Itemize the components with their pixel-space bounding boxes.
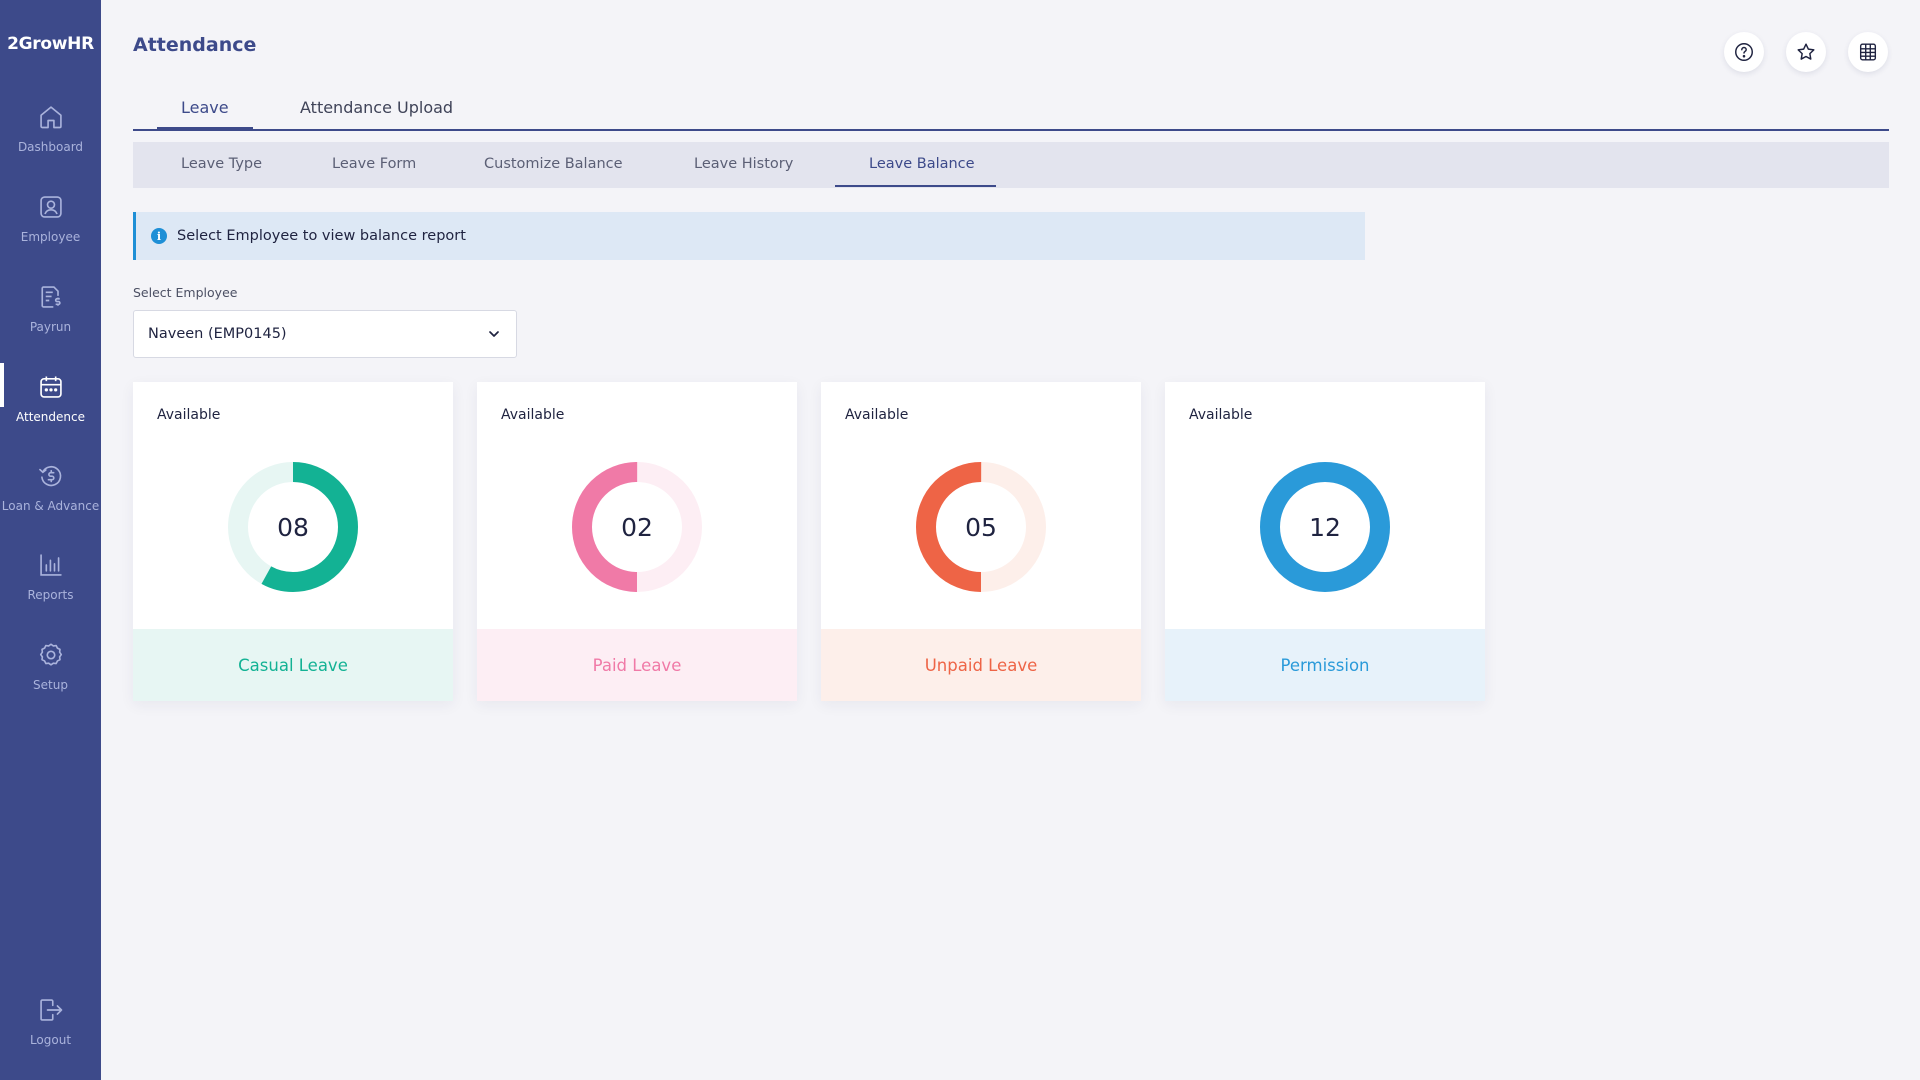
company-button[interactable] xyxy=(1848,32,1888,72)
select-employee-label: Select Employee xyxy=(133,285,238,300)
sidebar-item-label: Setup xyxy=(33,678,68,692)
sidebar-item-setup[interactable]: Setup xyxy=(0,641,101,725)
leave-card-unpaid: Available 05 Unpaid Leave xyxy=(821,382,1141,701)
sidebar-item-label: Attendence xyxy=(16,410,85,424)
employee-select-value: Naveen (EMP0145) xyxy=(148,326,287,342)
info-banner: i Select Employee to view balance report xyxy=(133,212,1365,260)
leave-type-name: Unpaid Leave xyxy=(821,629,1141,701)
chevron-down-icon xyxy=(489,331,499,337)
sidebar-item-attendence[interactable]: Attendence xyxy=(0,363,101,457)
loan-icon xyxy=(38,465,61,487)
sub-tabs: Leave Type Leave Form Customize Balance … xyxy=(133,142,1889,188)
subtab-customize-balance[interactable]: Customize Balance xyxy=(484,156,623,172)
sidebar-item-logout[interactable]: Logout xyxy=(0,996,101,1080)
donut-arc xyxy=(1260,462,1390,592)
subtab-leave-type[interactable]: Leave Type xyxy=(181,156,263,172)
main-tabs: Leave Attendance Upload xyxy=(133,88,1889,131)
help-button[interactable] xyxy=(1724,32,1764,72)
donut-chart xyxy=(572,462,702,592)
leave-card-permission: Available 12 Permission xyxy=(1165,382,1485,701)
card-heading: Available xyxy=(501,407,565,423)
employee-select[interactable]: Naveen (EMP0145) xyxy=(133,310,517,358)
employee-icon xyxy=(39,196,62,218)
sidebar-item-label: Payrun xyxy=(29,320,72,334)
donut-arc xyxy=(228,462,358,592)
star-icon xyxy=(1797,43,1815,60)
leave-count: 08 xyxy=(277,512,309,542)
sidebar-item-dashboard[interactable]: Dashboard xyxy=(0,103,101,187)
sidebar-item-label: Reports xyxy=(27,588,74,602)
donut-chart xyxy=(916,462,1046,592)
logout-icon xyxy=(39,999,62,1021)
leave-card-casual: Available 08 Casual Leave xyxy=(133,382,453,701)
leave-count: 02 xyxy=(621,512,653,542)
donut-arc xyxy=(916,462,1046,592)
sidebar-item-loan-advance[interactable]: Loan & Advance xyxy=(0,462,101,546)
favorite-button[interactable] xyxy=(1786,32,1826,72)
active-tab-indicator xyxy=(157,127,253,130)
calendar-icon xyxy=(39,376,62,398)
payrun-icon xyxy=(40,286,61,308)
sidebar: 2GrowHR Dashboard Employee Payrun Attend… xyxy=(0,0,101,1080)
subtab-leave-form[interactable]: Leave Form xyxy=(332,156,417,172)
sidebar-item-reports[interactable]: Reports xyxy=(0,551,101,635)
sidebar-item-label: Loan & Advance xyxy=(1,499,100,513)
info-icon: i xyxy=(151,228,167,244)
subtab-leave-history[interactable]: Leave History xyxy=(694,156,794,172)
card-heading: Available xyxy=(157,407,221,423)
reports-icon xyxy=(39,554,62,576)
leave-type-name: Permission xyxy=(1165,629,1485,701)
tab-leave[interactable]: Leave xyxy=(181,98,229,117)
tab-attendance-upload[interactable]: Attendance Upload xyxy=(300,98,454,117)
leave-count: 05 xyxy=(965,512,997,542)
leave-type-name: Casual Leave xyxy=(133,629,453,701)
donut-chart xyxy=(1260,462,1390,592)
help-icon xyxy=(1735,43,1753,61)
app-logo[interactable]: 2GrowHR xyxy=(7,34,94,54)
active-subtab-indicator xyxy=(835,185,996,187)
info-text: Select Employee to view balance report xyxy=(177,228,466,244)
leave-card-paid: Available 02 Paid Leave xyxy=(477,382,797,701)
card-heading: Available xyxy=(845,407,909,423)
leave-type-name: Paid Leave xyxy=(477,629,797,701)
sidebar-item-label: Employee xyxy=(20,230,81,244)
page-title: Attendance xyxy=(133,34,257,56)
sidebar-item-payrun[interactable]: Payrun xyxy=(0,283,101,367)
card-heading: Available xyxy=(1189,407,1253,423)
sidebar-item-label: Logout xyxy=(29,1033,72,1047)
sidebar-item-employee[interactable]: Employee xyxy=(0,193,101,277)
subtab-leave-balance[interactable]: Leave Balance xyxy=(869,156,975,172)
home-icon xyxy=(39,106,62,129)
building-icon xyxy=(1859,43,1877,61)
donut-arc xyxy=(572,462,702,592)
sidebar-item-label: Dashboard xyxy=(17,140,84,154)
gear-icon xyxy=(39,643,62,666)
donut-chart xyxy=(228,462,358,592)
leave-count: 12 xyxy=(1309,512,1341,542)
